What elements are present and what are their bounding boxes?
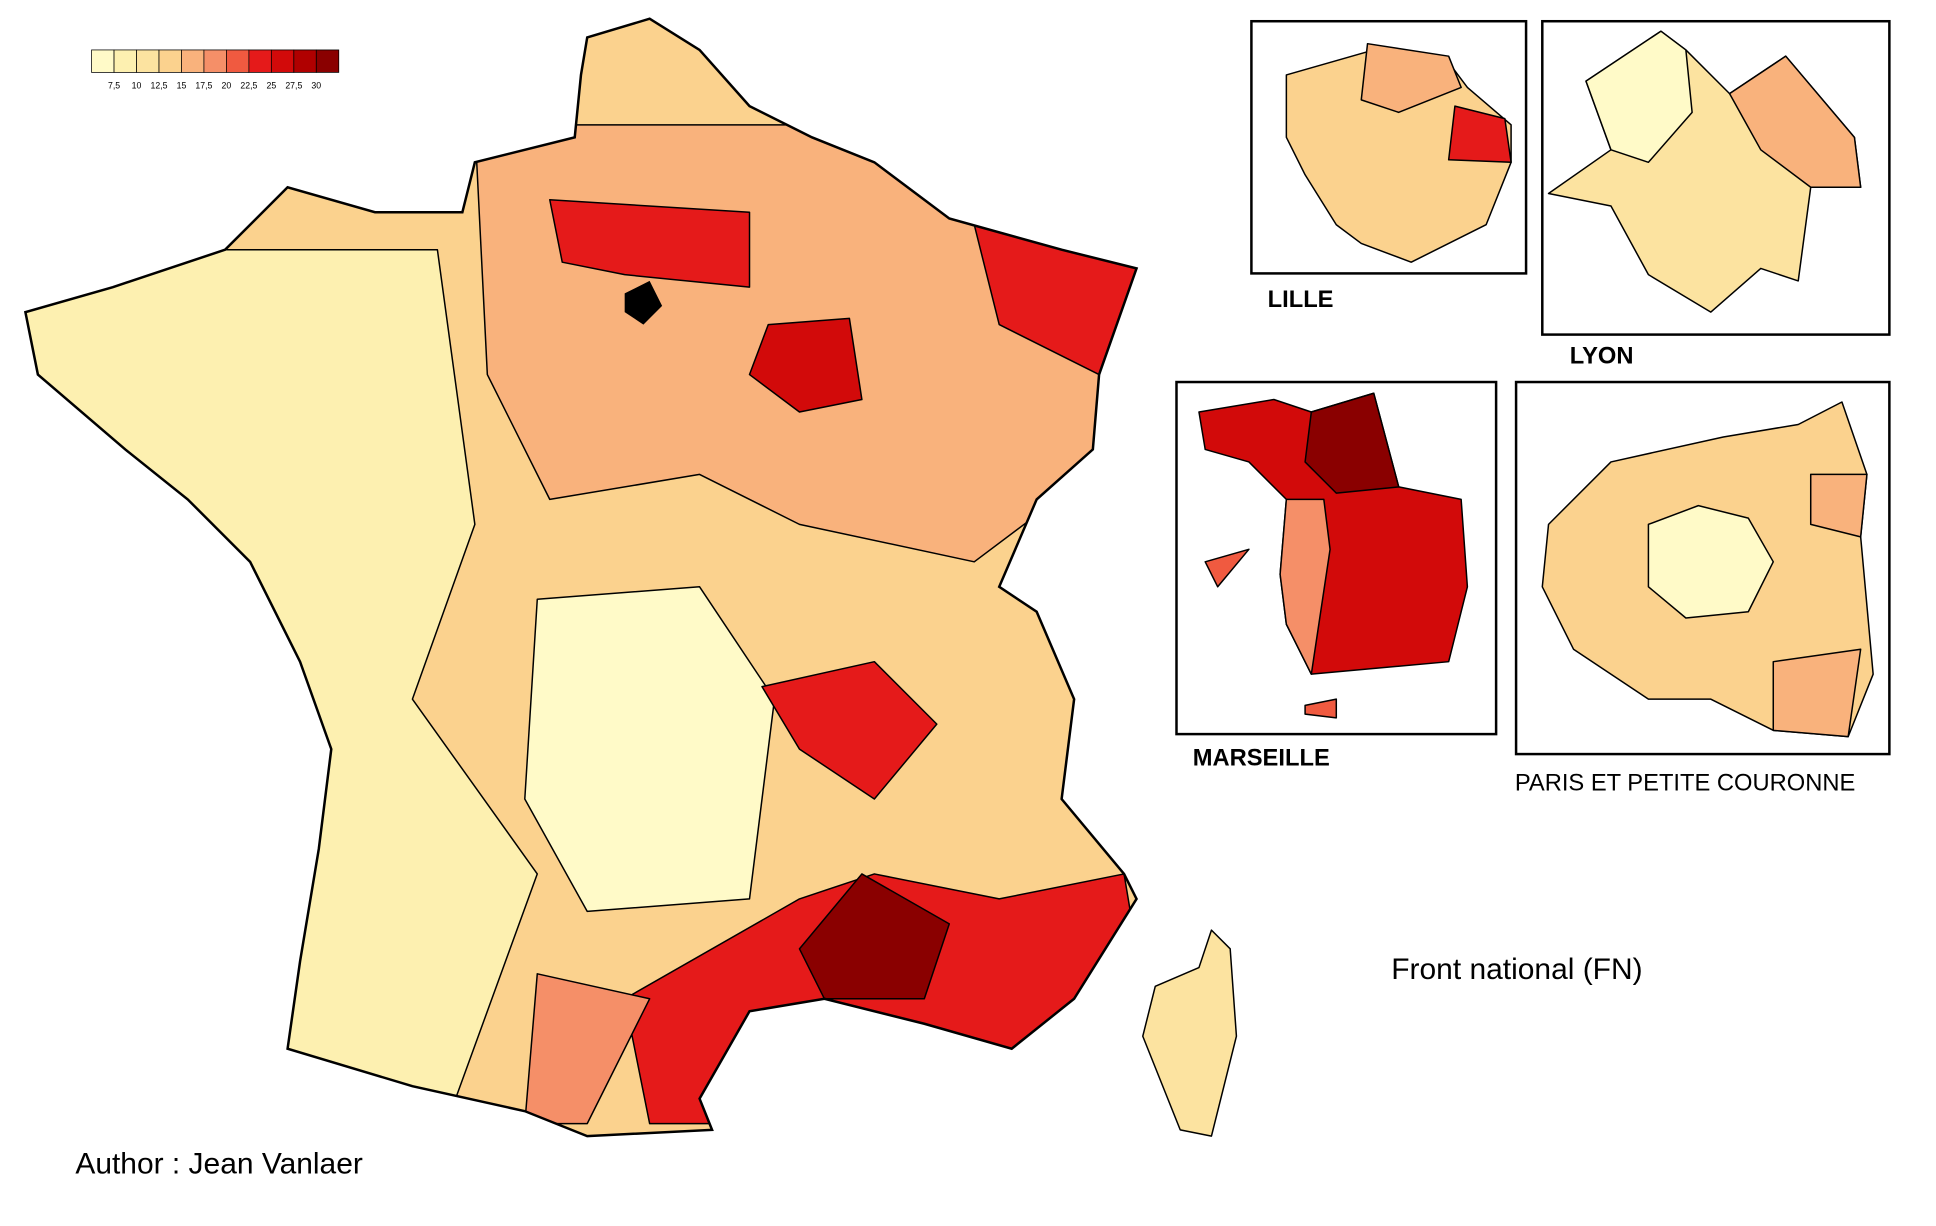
legend-label: 17,5 (195, 81, 212, 91)
region-center (524, 586, 776, 913)
legend-swatch (91, 49, 115, 73)
legend: 7,5 10 12,5 15 17,5 20 22,5 25 27,5 30 (91, 49, 340, 91)
inset-region (1447, 105, 1512, 164)
author: Author : Jean Vanlaer (75, 1148, 363, 1181)
inset-lille: LILLE (1250, 19, 1528, 313)
inset-lyon: LYON (1541, 19, 1891, 369)
legend-label: 15 (177, 81, 187, 91)
legend-swatch (248, 49, 272, 73)
inset-label: MARSEILLE (1193, 745, 1330, 771)
legend-swatch (203, 49, 227, 73)
region-provence (798, 873, 951, 1000)
inset-region (1772, 473, 1868, 738)
paris-dot (624, 280, 663, 325)
inset-label: LILLE (1268, 287, 1334, 313)
legend-label: 30 (311, 81, 321, 91)
inset-marseille: MARSEILLE (1175, 380, 1498, 771)
legend-label: 22,5 (240, 81, 257, 91)
legend-swatch (113, 49, 137, 73)
legend-label: 27,5 (285, 81, 302, 91)
inset-label: LYON (1570, 343, 1634, 369)
corsica (1142, 929, 1238, 1137)
legend-swatch (270, 49, 295, 73)
legend-swatch (293, 49, 317, 73)
legend-label: 10 (132, 81, 142, 91)
inset-paris: PARIS ET PETITE COURONNE (1515, 380, 1891, 796)
inset-region (1728, 55, 1862, 189)
region-champagne (748, 317, 863, 413)
legend-swatch (181, 49, 205, 73)
legend-label: 25 (267, 81, 277, 91)
inset-region (1647, 504, 1775, 619)
inset-region (1585, 30, 1693, 164)
legend-label: 7,5 (108, 81, 120, 91)
region-southwest (524, 973, 651, 1125)
inset-region (1304, 392, 1400, 494)
region-picardie (549, 199, 751, 288)
inset-label: PARIS ET PETITE COURONNE (1515, 770, 1855, 796)
legend-swatch (226, 49, 250, 73)
france-map (24, 17, 1238, 1138)
inset-region (1279, 498, 1331, 675)
legend-label: 20 (222, 81, 232, 91)
region-rhone (761, 660, 938, 800)
inset-region (1204, 548, 1338, 719)
legend-label: 12,5 (150, 81, 167, 91)
legend-swatch (136, 49, 160, 73)
inset-region (1360, 42, 1462, 114)
map-title: Front national (FN) (1391, 953, 1642, 986)
legend-swatch (315, 49, 340, 73)
legend-swatch (158, 49, 182, 73)
